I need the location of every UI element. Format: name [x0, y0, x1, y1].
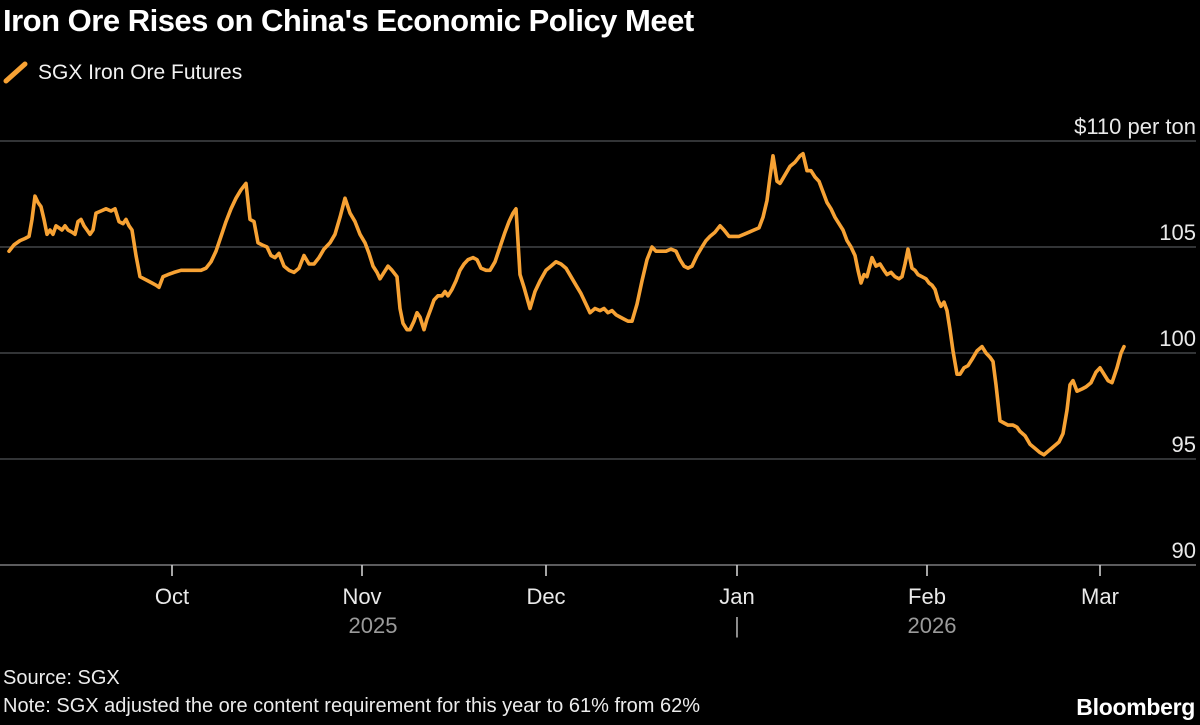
x-axis-month-label: Nov	[342, 584, 381, 609]
price-line-series	[7, 151, 1126, 457]
x-axis-month-label: Mar	[1081, 584, 1119, 609]
legend: SGX Iron Ore Futures	[3, 60, 242, 86]
legend-label: SGX Iron Ore Futures	[38, 61, 243, 84]
y-axis-label: 105	[1159, 220, 1196, 245]
chart-title: Iron Ore Rises on China's Economic Polic…	[3, 3, 694, 38]
legend-line-swatch-icon	[3, 61, 28, 84]
y-axis-label: 95	[1172, 432, 1196, 457]
y-axis-label: $110 per ton	[1074, 114, 1196, 139]
y-axis-label: 100	[1159, 326, 1196, 351]
year-label: 2025	[349, 613, 398, 638]
bloomberg-logo: Bloomberg	[1076, 694, 1195, 720]
x-axis-month-label: Oct	[155, 584, 189, 609]
x-axis-month-label: Jan	[719, 584, 754, 609]
gridlines	[0, 140, 1196, 566]
y-axis-label: 90	[1172, 538, 1196, 563]
year-label: 2026	[908, 613, 957, 638]
note-text: Note: SGX adjusted the ore content requi…	[3, 695, 701, 717]
year-label: |	[734, 613, 740, 638]
x-axis-year-labels: 2025 | 2026	[349, 613, 957, 638]
source-text: Source: SGX	[3, 667, 120, 689]
x-axis-month-label: Dec	[526, 584, 565, 609]
y-axis-labels: $110 per ton 105 100 95 90	[1074, 114, 1196, 563]
x-axis: Oct Nov Dec Jan Feb Mar	[155, 565, 1119, 609]
x-axis-month-label: Feb	[908, 584, 946, 609]
